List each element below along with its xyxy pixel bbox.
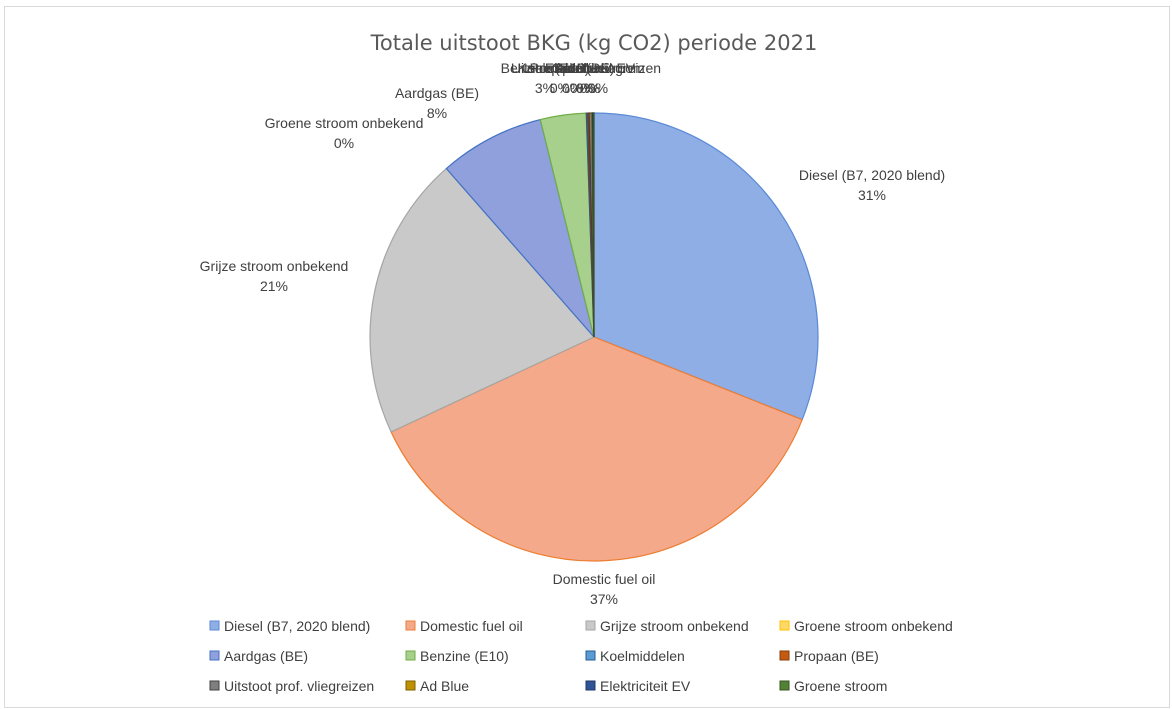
pie-slices <box>369 112 819 562</box>
legend-label-aardgas-be: Aardgas (BE) <box>224 648 308 664</box>
data-labels: Diesel (B7, 2020 blend) 31% Domestic fuel … <box>200 60 945 607</box>
legend-label-elektriciteit-ev: Elektriciteit EV <box>600 678 691 694</box>
data-label-diesel-b7-2020-blend: Diesel (B7, 2020 blend) 31% <box>799 167 945 203</box>
data-label-domestic-fuel-oil: Domestic fuel oil 37% <box>553 571 656 607</box>
legend-label-ad-blue: Ad Blue <box>420 678 469 694</box>
legend-item-benzine-e10: Benzine (E10) <box>405 648 509 664</box>
legend-item-propaan-be: Propaan (BE) <box>779 648 879 664</box>
legend-label-uitstoot-prof-vliegreizen: Uitstoot prof. vliegreizen <box>224 678 374 694</box>
legend-swatch-benzine-e10 <box>405 650 416 661</box>
legend-swatch-aardgas-be <box>209 650 220 661</box>
legend-item-ad-blue: Ad Blue <box>405 678 469 694</box>
legend-swatch-elektriciteit-ev <box>585 680 596 691</box>
pie-slice-domestic-fuel-oil <box>390 336 803 562</box>
data-label-uitstoot-prof-vliegreizen: Uitstoot prof. vliegreizen 0% <box>511 60 661 96</box>
data-label-aardgas-be: Aardgas (BE) 8% <box>395 85 479 121</box>
data-label-elektriciteit-ev: Elektriciteit EV 0% <box>545 60 636 96</box>
legend-swatch-groene-stroom <box>779 680 790 691</box>
data-label-grijze-stroom-onbekend: Grijze stroom onbekend 21% <box>200 258 349 294</box>
pie-slice-diesel-b7-2020-blend <box>593 112 819 421</box>
chart-title: Totale uitstoot BKG (kg CO2) periode 202… <box>370 31 818 55</box>
legend-label-diesel-b7-2020-blend: Diesel (B7, 2020 blend) <box>224 618 370 634</box>
legend-label-grijze-stroom-onbekend: Grijze stroom onbekend <box>600 618 749 634</box>
pie-slice-groene-stroom <box>592 112 595 338</box>
legend-item-domestic-fuel-oil: Domestic fuel oil <box>405 618 523 634</box>
legend-swatch-koelmiddelen <box>585 650 596 661</box>
legend-item-groene-stroom-onbekend: Groene stroom onbekend <box>779 618 953 634</box>
pie-slice-grijze-stroom-onbekend <box>369 167 595 433</box>
legend-swatch-propaan-be <box>779 650 790 661</box>
data-label-groene-stroom-onbekend: Groene stroom onbekend 0% <box>265 115 424 151</box>
data-label-benzine-e10: Benzine (E10) 3% <box>501 60 590 96</box>
legend-label-groene-stroom: Groene stroom <box>794 678 887 694</box>
data-label-propaan-be: Propaan (BE) 0% <box>530 60 615 96</box>
legend-swatch-grijze-stroom-onbekend <box>585 620 596 631</box>
legend-label-groene-stroom-onbekend: Groene stroom onbekend <box>794 618 953 634</box>
legend-item-groene-stroom: Groene stroom <box>779 678 887 694</box>
legend-swatch-ad-blue <box>405 680 416 691</box>
legend-label-koelmiddelen: Koelmiddelen <box>600 648 685 664</box>
legend-label-benzine-e10: Benzine (E10) <box>420 648 509 664</box>
legend-item-aardgas-be: Aardgas (BE) <box>209 648 308 664</box>
legend-swatch-groene-stroom-onbekend <box>779 620 790 631</box>
data-label-groene-stroom: Groene stroom 0% <box>551 60 644 96</box>
data-label-ad-blue: Ad Blue 0% <box>555 60 604 96</box>
data-label-koelmiddelen: Koelmiddelen 0% <box>518 60 603 96</box>
legend: Diesel (B7, 2020 blend) Domestic fuel oil… <box>209 618 953 694</box>
legend-swatch-domestic-fuel-oil <box>405 620 416 631</box>
legend-item-uitstoot-prof-vliegreizen: Uitstoot prof. vliegreizen <box>209 678 374 694</box>
legend-item-koelmiddelen: Koelmiddelen <box>585 648 685 664</box>
legend-swatch-diesel-b7-2020-blend <box>209 620 220 631</box>
legend-swatch-uitstoot-prof-vliegreizen <box>209 680 220 691</box>
legend-item-diesel-b7-2020-blend: Diesel (B7, 2020 blend) <box>209 618 370 634</box>
legend-item-grijze-stroom-onbekend: Grijze stroom onbekend <box>585 618 749 634</box>
pie-slice-aardgas-be <box>445 118 595 338</box>
legend-label-propaan-be: Propaan (BE) <box>794 648 879 664</box>
legend-item-elektriciteit-ev: Elektriciteit EV <box>585 678 691 694</box>
legend-label-domestic-fuel-oil: Domestic fuel oil <box>420 618 523 634</box>
